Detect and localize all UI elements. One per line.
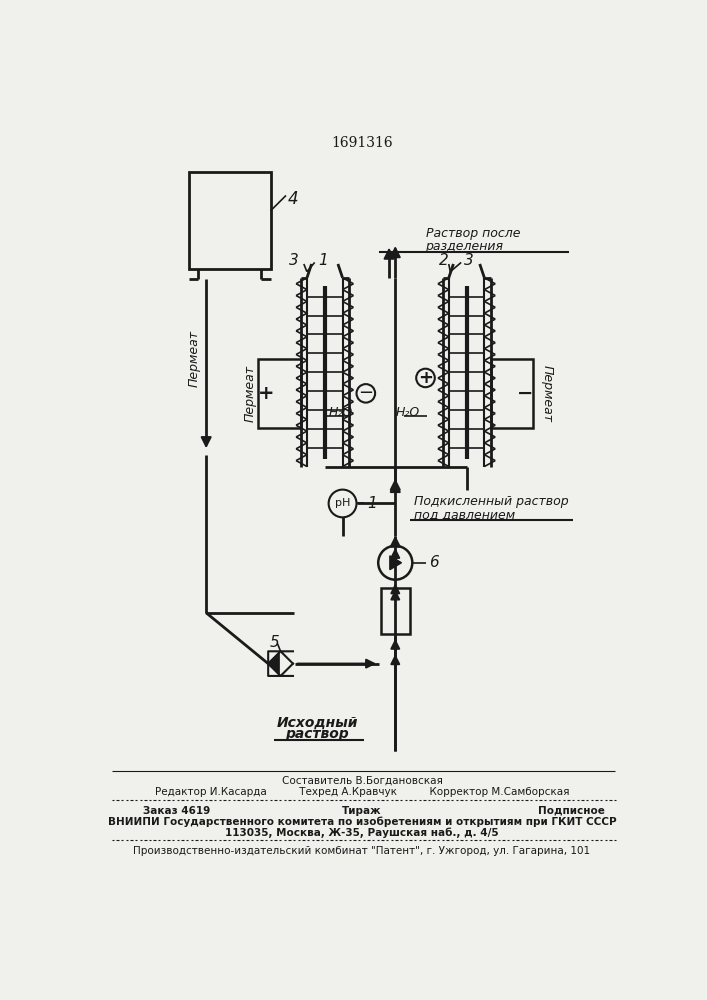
Text: Пермеат: Пермеат [541,365,554,422]
Text: Исходный: Исходный [276,716,358,730]
Polygon shape [281,651,293,676]
Text: 2: 2 [439,253,449,268]
Text: Пермеат: Пермеат [187,330,200,387]
Text: Редактор И.Касарда          Техред А.Кравчук          Корректор М.Самборская: Редактор И.Касарда Техред А.Кравчук Корр… [155,787,569,797]
Text: Раствор после: Раствор после [426,227,520,240]
Text: −: − [518,384,534,403]
Text: Пермеат: Пермеат [243,365,257,422]
Circle shape [329,490,356,517]
Circle shape [416,369,435,387]
Text: ВНИИПИ Государственного комитета по изобретениям и открытиям при ГКИТ СССР: ВНИИПИ Государственного комитета по изоб… [107,816,617,827]
Text: 6: 6 [429,555,439,570]
Text: 113035, Москва, Ж-35, Раушская наб., д. 4/5: 113035, Москва, Ж-35, Раушская наб., д. … [225,827,498,838]
Text: 3: 3 [464,253,474,268]
Bar [380,588,410,634]
Text: разделения: разделения [426,240,503,253]
Text: +: + [418,369,433,387]
Circle shape [378,546,412,580]
Text: Подписное: Подписное [538,806,604,816]
Text: раствор: раствор [285,727,349,741]
Text: Подкисленный раствор: Подкисленный раствор [414,495,568,508]
Text: 3: 3 [289,253,299,268]
Text: 1: 1 [368,496,377,511]
Bar [258,359,300,428]
Circle shape [356,384,375,403]
Text: 1: 1 [317,253,327,268]
Text: 5: 5 [269,635,279,650]
Text: H₂O: H₂O [329,406,353,419]
Text: Тираж: Тираж [342,806,382,816]
Text: Производственно-издательский комбинат "Патент", г. Ужгород, ул. Гагарина, 101: Производственно-издательский комбинат "П… [134,846,590,856]
Text: под давлением: под давлением [414,508,515,521]
Text: H₂O: H₂O [396,406,420,419]
Text: 4: 4 [288,190,298,208]
Text: 1691316: 1691316 [331,136,393,150]
Polygon shape [268,651,281,676]
Text: Составитель В.Богдановская: Составитель В.Богдановская [281,776,443,786]
Bar [491,359,533,428]
Bar [189,172,271,269]
Polygon shape [390,556,402,570]
Text: pH: pH [335,498,350,508]
Text: +: + [257,384,274,403]
Text: −: − [358,384,373,402]
Text: Заказ 4619: Заказ 4619 [143,806,210,816]
